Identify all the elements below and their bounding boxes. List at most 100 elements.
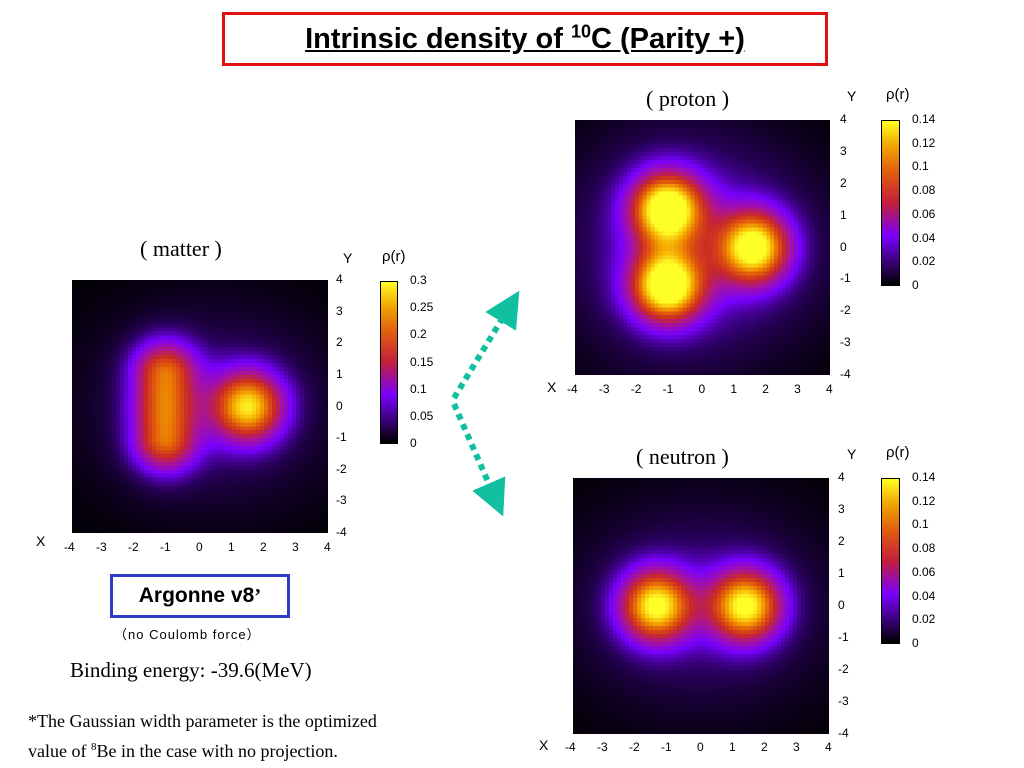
matter-x-tick: 3 — [292, 540, 299, 554]
neutron-x-tick: 2 — [761, 740, 768, 754]
neutron-y-tick: -2 — [838, 662, 849, 676]
split-arrows — [451, 290, 520, 517]
proton-y-axis-label: Y — [847, 88, 857, 104]
arrow-to-neutron — [451, 402, 506, 517]
coulomb-note: （no Coulomb force） — [114, 627, 261, 642]
proton-colorbar-label: ρ(r) — [886, 86, 910, 103]
proton-x-axis-label: X — [547, 379, 557, 395]
proton-y-tick: 2 — [840, 175, 847, 190]
neutron-colorbar-tick: 0.12 — [912, 493, 936, 508]
neutron-x-tick: 4 — [825, 740, 832, 754]
footnote-line-2-text: value of — [28, 741, 91, 761]
neutron-y-tick: 2 — [838, 534, 845, 548]
matter-y-tick: -1 — [336, 430, 347, 445]
neutron-x-tick: 1 — [729, 740, 736, 754]
neutron-y-tick: -1 — [838, 630, 849, 644]
neutron-colorbar-tick: 0.08 — [912, 541, 936, 556]
matter-y-tick: 2 — [336, 335, 343, 350]
proton-x-tick: -1 — [662, 382, 674, 396]
matter-x-tick: -2 — [128, 540, 139, 554]
proton-x-tick: -3 — [598, 382, 610, 396]
interaction-name-suffix: ’ — [254, 583, 262, 608]
matter-density-heatmap — [72, 280, 328, 533]
proton-colorbar-tick: 0.14 — [912, 112, 936, 126]
proton-y-tick: -2 — [840, 303, 851, 318]
neutron-x-tick: -1 — [661, 740, 672, 754]
matter-y-tick: -3 — [336, 493, 347, 508]
footnote: *The Gaussian width parameter is the opt… — [28, 708, 377, 764]
proton-x-tick: -4 — [567, 382, 578, 396]
neutron-density-heatmap — [573, 478, 829, 734]
proton-y-tick: 4 — [840, 112, 847, 126]
matter-y-tick: 4 — [336, 272, 343, 286]
neutron-x-tick: -4 — [565, 740, 576, 754]
proton-y-tick: 1 — [840, 207, 847, 222]
proton-x-tick: 0 — [698, 382, 706, 396]
interaction-label-box: Argonne v8’ — [110, 574, 290, 618]
matter-colorbar — [380, 281, 398, 444]
neutron-y-tick: 4 — [838, 470, 845, 484]
matter-y-tick: -2 — [336, 461, 347, 476]
interaction-name: Argonne v8 — [138, 584, 255, 607]
neutron-y-tick: 0 — [838, 598, 845, 612]
matter-colorbar-label: ρ(r) — [382, 248, 406, 265]
neutron-y-axis-label: Y — [847, 446, 857, 462]
proton-y-tick: 0 — [840, 239, 847, 254]
matter-y-tick: 0 — [336, 398, 343, 413]
matter-y-axis-label: Y — [343, 250, 353, 266]
matter-x-tick: 4 — [324, 540, 331, 554]
neutron-y-tick: 3 — [838, 502, 845, 516]
proton-x-tick: 3 — [794, 382, 801, 396]
matter-y-tick: 3 — [336, 303, 343, 318]
matter-x-axis-label: X — [36, 533, 46, 549]
neutron-x-axis-label: X — [539, 737, 549, 753]
neutron-panel-title: ( neutron ) — [636, 444, 729, 469]
matter-x-tick: -4 — [64, 540, 75, 554]
neutron-colorbar-tick: 0 — [912, 636, 919, 650]
proton-colorbar-tick: 0.1 — [912, 159, 929, 174]
proton-x-tick: 2 — [762, 382, 769, 396]
binding-energy: Binding energy: -39.6(MeV) — [70, 658, 312, 682]
neutron-y-tick: 1 — [838, 566, 845, 580]
proton-density-heatmap — [575, 120, 830, 375]
matter-panel-title: ( matter ) — [140, 236, 222, 261]
neutron-x-tick: -3 — [597, 740, 608, 754]
neutron-colorbar-tick: 0.06 — [912, 564, 936, 579]
footnote-superscript: 8 — [90, 741, 97, 753]
proton-x-tick: 1 — [730, 382, 738, 396]
neutron-colorbar-tick: 0.04 — [912, 588, 936, 603]
footnote-line-2-end: Be in the case with no projection. — [96, 741, 338, 761]
neutron-colorbar-tick: 0.02 — [912, 612, 936, 627]
proton-x-tick: 4 — [826, 382, 833, 396]
proton-colorbar-tick: 0.08 — [912, 183, 936, 198]
neutron-x-tick: -2 — [629, 740, 640, 754]
matter-colorbar-tick: 0.05 — [410, 408, 434, 423]
matter-y-tick: 1 — [336, 366, 343, 381]
proton-colorbar-tick: 0.04 — [912, 230, 936, 245]
title-superscript: 10 — [570, 20, 591, 41]
neutron-colorbar-tick: 0.14 — [912, 470, 936, 484]
matter-colorbar-tick: 0.15 — [410, 354, 434, 369]
neutron-colorbar-label: ρ(r) — [886, 444, 910, 461]
neutron-x-tick: 3 — [793, 740, 800, 754]
arrow-to-proton — [451, 290, 520, 400]
matter-colorbar-tick: 0.25 — [410, 300, 434, 315]
matter-x-tick: 1 — [228, 540, 235, 554]
proton-colorbar-tick: 0.06 — [912, 206, 936, 221]
neutron-colorbar — [881, 478, 900, 644]
neutron-colorbar-tick: 0.1 — [912, 517, 929, 532]
proton-y-tick: -1 — [840, 271, 851, 286]
matter-colorbar-tick: 0.2 — [410, 327, 427, 342]
neutron-y-tick: -3 — [838, 694, 849, 708]
proton-colorbar-tick: 0.12 — [912, 135, 936, 150]
title-text-end: C (Parity +) — [590, 22, 745, 55]
proton-colorbar-tick: 0 — [912, 278, 919, 292]
proton-panel-title: ( proton ) — [646, 86, 730, 111]
matter-x-tick: 2 — [260, 540, 267, 554]
title-box: Intrinsic density of 10C (Parity +) — [222, 12, 828, 66]
proton-y-tick: -3 — [840, 335, 851, 350]
matter-x-tick: 0 — [196, 540, 203, 554]
footnote-line-1: *The Gaussian width parameter is the opt… — [28, 711, 377, 731]
matter-x-tick: -1 — [160, 540, 171, 554]
neutron-y-tick: -4 — [838, 726, 849, 740]
